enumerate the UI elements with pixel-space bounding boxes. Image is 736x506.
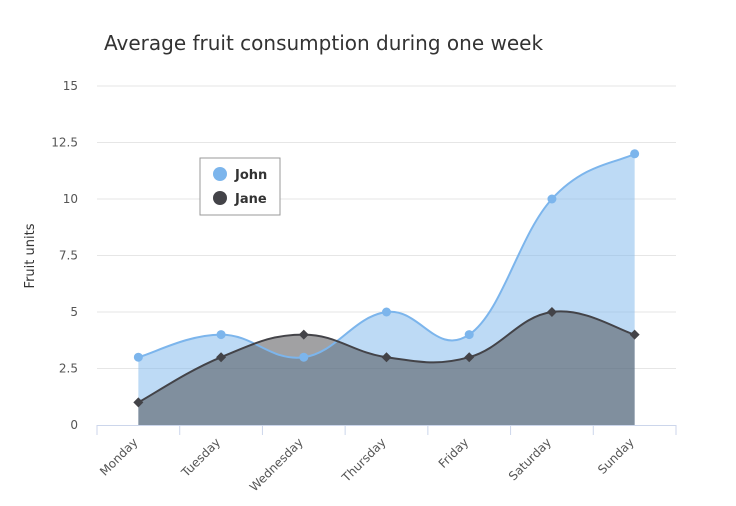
y-axis-ticks: 0 2.5 5 7.5 10 12.5 15 <box>51 79 78 432</box>
series-areas <box>138 153 635 426</box>
data-point-john[interactable] <box>133 352 143 362</box>
y-tick-label: 10 <box>63 192 78 206</box>
data-point-jane[interactable] <box>464 352 475 363</box>
legend-symbol <box>213 167 227 181</box>
y-axis-label: Fruit units <box>23 223 38 288</box>
legend-label: Jane <box>234 192 267 207</box>
x-axis: Monday Tuesday Wednesday Thursday Friday Satu… <box>96 425 677 494</box>
x-tick-label: Saturday <box>506 435 554 483</box>
data-point-jane[interactable] <box>629 329 640 340</box>
data-point-jane[interactable] <box>381 352 392 363</box>
data-point-john[interactable] <box>216 330 226 340</box>
data-point-john[interactable] <box>464 330 474 340</box>
y-tick-label: 7.5 <box>59 249 78 263</box>
y-tick-label: 12.5 <box>51 136 78 150</box>
legend-item-john[interactable]: John <box>213 167 267 183</box>
y-tick-label: 2.5 <box>59 362 78 376</box>
x-tick-label: Friday <box>436 435 472 471</box>
series-markers <box>133 149 640 408</box>
x-tick-label: Tuesday <box>178 435 223 480</box>
data-point-john[interactable] <box>630 149 640 159</box>
data-point-john[interactable] <box>382 307 391 317</box>
legend-box <box>199 157 281 216</box>
x-tick-label: Sunday <box>595 435 637 477</box>
y-tick-label: 5 <box>70 305 78 319</box>
data-point-jane[interactable] <box>546 307 557 317</box>
chart-title: Average fruit consumption during one wee… <box>104 31 543 55</box>
y-tick-label: 15 <box>63 79 78 93</box>
series-area-jane <box>138 311 635 425</box>
x-tick-label: Monday <box>97 435 140 478</box>
x-tick-label: Wednesday <box>247 435 306 494</box>
x-tick-label: Thursday <box>339 435 389 485</box>
data-point-jane[interactable] <box>298 329 309 340</box>
legend-item-jane[interactable]: Jane <box>213 191 267 207</box>
y-tick-label: 0 <box>70 418 78 432</box>
data-point-john[interactable] <box>547 194 557 204</box>
data-point-john[interactable] <box>299 352 309 362</box>
data-point-jane[interactable] <box>133 397 144 408</box>
legend[interactable]: John Jane <box>199 157 281 216</box>
legend-symbol <box>213 191 227 205</box>
legend-label: John <box>234 168 267 183</box>
data-point-jane[interactable] <box>216 352 227 363</box>
